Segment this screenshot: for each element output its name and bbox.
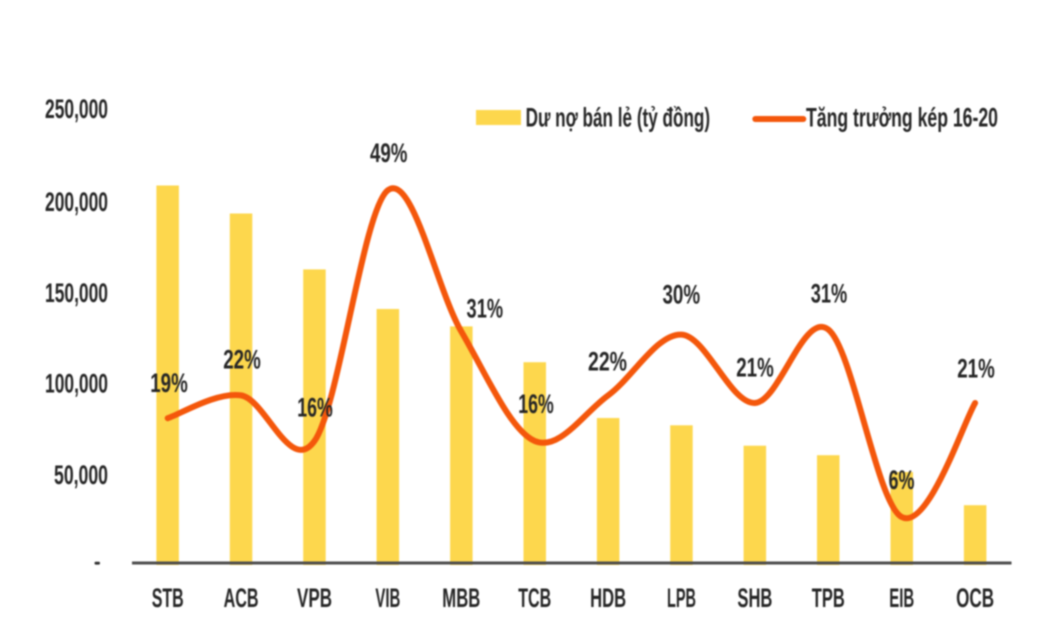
svg-text:OCB: OCB: [956, 583, 994, 613]
svg-text:21%: 21%: [736, 353, 774, 383]
svg-text:VIB: VIB: [375, 583, 400, 613]
svg-text:31%: 31%: [811, 279, 848, 309]
svg-text:22%: 22%: [588, 347, 627, 377]
svg-text:VPB: VPB: [297, 583, 332, 613]
svg-text:22%: 22%: [223, 344, 261, 374]
svg-text:16%: 16%: [297, 393, 333, 423]
svg-text:200,000: 200,000: [45, 187, 108, 217]
svg-text:HDB: HDB: [590, 583, 626, 613]
svg-text:50,000: 50,000: [54, 460, 108, 490]
svg-text:21%: 21%: [957, 354, 995, 384]
svg-text:19%: 19%: [150, 368, 188, 398]
svg-text:MBB: MBB: [442, 583, 480, 613]
svg-text:100,000: 100,000: [45, 369, 108, 399]
svg-text:SHB: SHB: [737, 583, 772, 613]
svg-text:Dư nợ bán lẻ (tỷ đồng): Dư nợ bán lẻ (tỷ đồng): [526, 103, 711, 133]
svg-text:TCB: TCB: [518, 583, 551, 613]
svg-text:31%: 31%: [467, 294, 504, 324]
svg-text:LPB: LPB: [667, 583, 696, 613]
svg-text:Tăng trưởng kép 16-20: Tăng trưởng kép 16-20: [806, 103, 998, 133]
svg-text:EIB: EIB: [889, 583, 914, 613]
svg-text:30%: 30%: [662, 280, 700, 310]
svg-text:49%: 49%: [370, 138, 408, 168]
svg-text:ACB: ACB: [224, 583, 259, 613]
svg-text:6%: 6%: [889, 465, 915, 495]
svg-text:STB: STB: [152, 583, 184, 613]
svg-text:150,000: 150,000: [45, 278, 108, 308]
svg-text:16%: 16%: [518, 389, 554, 419]
svg-text:TPB: TPB: [812, 583, 845, 613]
svg-text:250,000: 250,000: [45, 94, 108, 124]
